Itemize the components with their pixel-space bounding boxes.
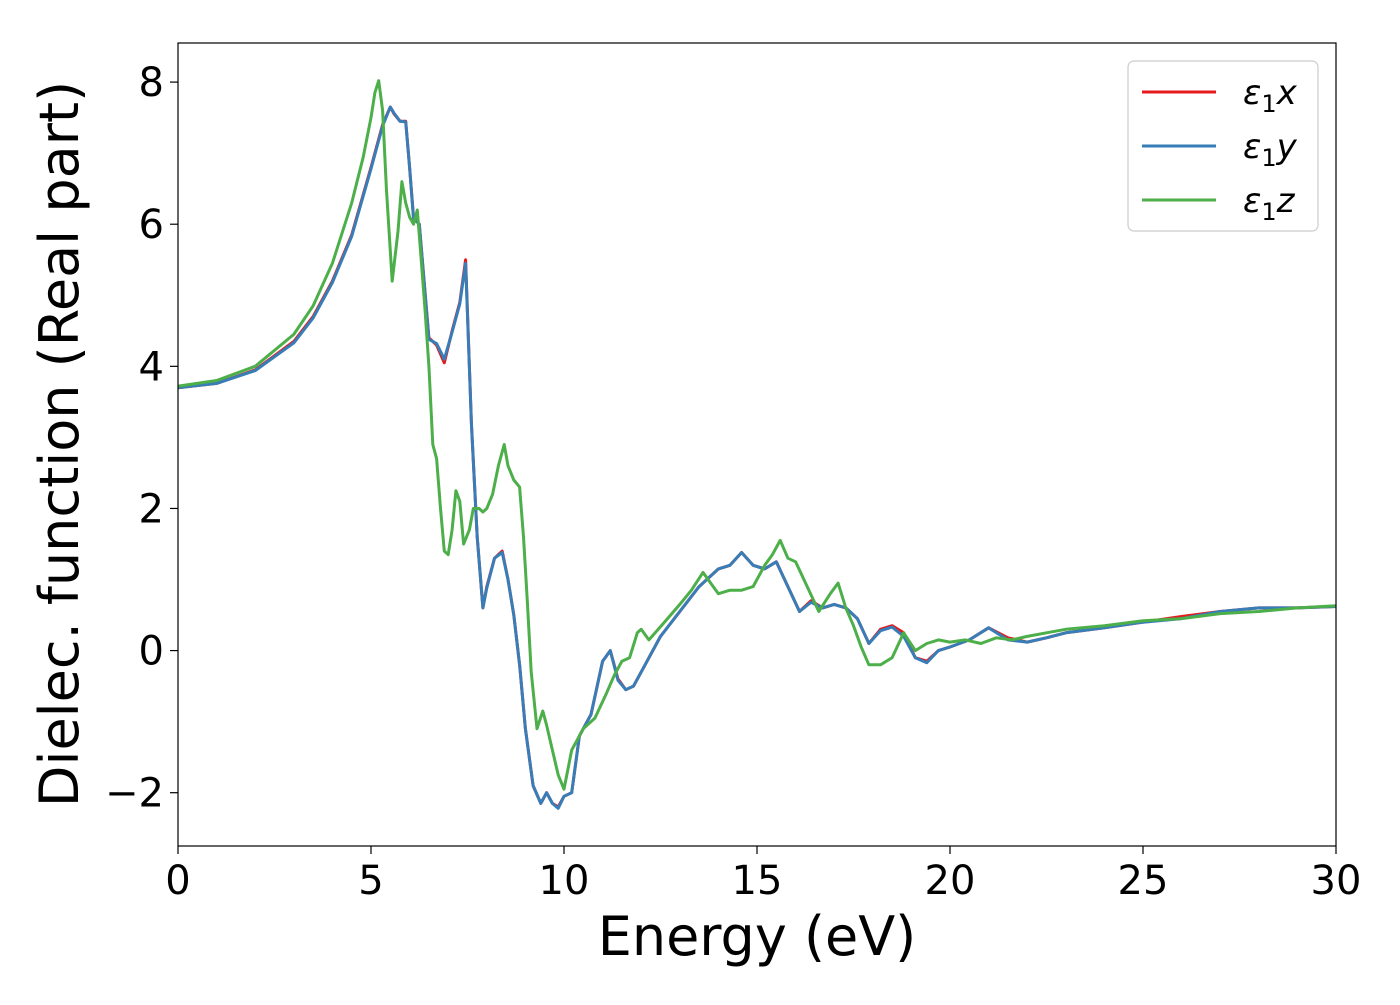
x-tick-label: 15: [732, 858, 783, 904]
y-tick-label: 8: [139, 60, 164, 106]
y-axis-title: Dielec. function (Real part): [28, 81, 91, 807]
y-tick-label: −2: [105, 771, 164, 817]
y-tick-label: 2: [139, 486, 164, 532]
x-tick-label: 10: [539, 858, 590, 904]
series-line-y: [178, 105, 1336, 810]
legend-label-x: ε1x: [1243, 73, 1298, 118]
series-line-z: [178, 79, 1336, 791]
x-tick-label: 0: [165, 858, 190, 904]
y-axis: −2 0 2 4 6 8: [105, 60, 178, 817]
y-tick-label: 4: [139, 344, 164, 390]
x-axis-title: Energy (eV): [598, 905, 917, 968]
x-tick-label: 30: [1311, 858, 1362, 904]
x-axis: 0 5 10 15 20 25 30: [165, 846, 1361, 904]
series-layer: [178, 79, 1336, 810]
x-tick-label: 25: [1118, 858, 1169, 904]
legend-box: [1127, 60, 1319, 232]
x-tick-label: 20: [925, 858, 976, 904]
legend-label-y: ε1y: [1243, 127, 1298, 172]
x-tick-label: 5: [358, 858, 383, 904]
legend-label-z: ε1z: [1243, 181, 1296, 226]
y-tick-label: 0: [139, 629, 164, 675]
legend: ε1x ε1y ε1z: [1127, 60, 1319, 232]
y-tick-label: 6: [139, 202, 164, 248]
